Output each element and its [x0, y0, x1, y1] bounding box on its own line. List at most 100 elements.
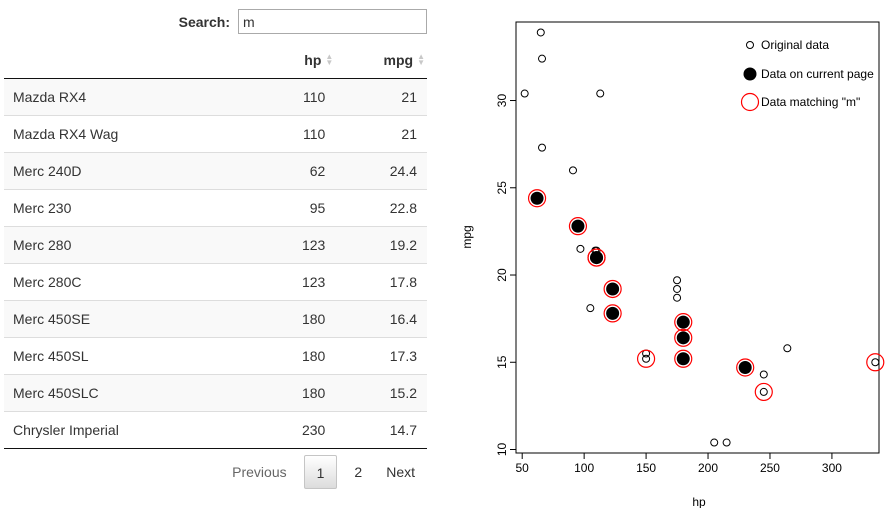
current-page-data-point: [676, 315, 690, 329]
table-row[interactable]: Merc 280C 123 17.8: [4, 263, 427, 301]
cell-name: Merc 230: [4, 189, 252, 227]
current-page-data-point: [676, 331, 690, 345]
matching-data-point: [674, 349, 693, 368]
cell-name: Merc 450SE: [4, 300, 252, 338]
cell-name: Chrysler Imperial: [4, 411, 252, 449]
cell-hp: 62: [251, 152, 336, 190]
original-data-point: [596, 89, 605, 98]
column-header-hp[interactable]: hp ▲ ▼: [251, 42, 336, 79]
sort-icon: ▲ ▼: [417, 52, 425, 67]
search-label: Search:: [178, 13, 230, 30]
table-row[interactable]: Chrysler Imperial 230 14.7: [4, 411, 427, 449]
cell-hp: 123: [251, 263, 336, 301]
table-row[interactable]: Mazda RX4 Wag 110 21: [4, 115, 427, 153]
original-data-point: [673, 284, 682, 293]
search-input[interactable]: [238, 9, 427, 34]
column-header-hp-label: hp: [304, 52, 322, 68]
original-data-point: [538, 54, 547, 63]
table-row[interactable]: Merc 450SL 180 17.3: [4, 337, 427, 375]
original-data-point: [673, 293, 682, 302]
original-data-point: [538, 143, 547, 152]
cell-mpg: 21: [401, 89, 417, 105]
matching-data-point: [736, 358, 755, 377]
cell-hp: 123: [251, 226, 336, 264]
y-tick-label: 10: [495, 443, 509, 457]
original-data-point: [642, 354, 651, 363]
original-data-point: [576, 244, 585, 253]
current-page-data-point: [571, 219, 585, 233]
original-data-point: [871, 358, 880, 367]
matching-data-point: [674, 328, 693, 347]
matching-data-point: [674, 313, 693, 332]
table-row[interactable]: Merc 240D 62 24.4: [4, 152, 427, 190]
y-tick-label: 25: [495, 181, 509, 195]
page-button-1[interactable]: 1: [303, 455, 338, 489]
x-tick-label: 150: [636, 461, 656, 475]
matching-data-point: [866, 353, 885, 372]
cell-hp: 180: [251, 300, 336, 338]
next-button[interactable]: Next: [386, 464, 415, 480]
legend-label-matching: Data matching "m": [761, 95, 860, 109]
original-data-point: [568, 166, 577, 175]
matching-data-point: [636, 349, 656, 368]
table-row[interactable]: Merc 230 95 22.8: [4, 189, 427, 227]
matching-data-point: [603, 279, 622, 299]
cell-name: Merc 240D: [4, 152, 252, 190]
matching-data-point: [587, 248, 606, 267]
table-row[interactable]: Merc 280 123 19.2: [4, 226, 427, 264]
cell-mpg: 17.8: [335, 263, 427, 301]
plot-marks: [520, 28, 885, 447]
current-page-data-point: [606, 306, 620, 320]
cell-name: Merc 280: [4, 226, 252, 264]
plot-frame: [515, 21, 880, 454]
cell-name: Merc 450SL: [4, 337, 252, 375]
original-data-point: [710, 438, 719, 447]
y-tick-label: 15: [495, 355, 509, 369]
legend-label-original: Original data: [761, 38, 829, 52]
y-tick-label: 20: [495, 268, 509, 282]
table-row[interactable]: Merc 450SLC 180 15.2: [4, 374, 427, 412]
x-tick-label: 200: [698, 461, 718, 475]
cell-name: Merc 280C: [4, 263, 252, 301]
original-data-point: [759, 387, 768, 396]
matching-data-point: [568, 217, 588, 236]
original-data-point: [536, 28, 545, 37]
x-axis: 50 100 150 200 250 300: [516, 452, 842, 475]
sort-icon: ▲ ▼: [325, 52, 334, 67]
legend-marker-matching: [740, 92, 760, 112]
current-page-data-point: [738, 360, 752, 374]
y-tick-label: 30: [495, 94, 509, 108]
table-row[interactable]: Merc 450SE 180 16.4: [4, 300, 427, 338]
matching-data-point: [527, 189, 547, 208]
column-header-mpg-label: mpg: [383, 52, 414, 68]
cell-mpg: 14.7: [335, 411, 427, 449]
table-header-row: hp ▲ ▼ mpg ▲ ▼: [4, 42, 427, 79]
column-header-mpg[interactable]: mpg ▲ ▼: [335, 42, 427, 79]
x-tick-label: 250: [760, 461, 780, 475]
y-axis: 10 15 20 25 30: [495, 94, 517, 457]
cell-hp: 110: [303, 89, 326, 105]
current-page-data-point: [590, 251, 604, 265]
cell-name: Mazda RX4: [13, 89, 87, 105]
current-page-data-point: [530, 191, 544, 205]
x-axis-label: hp: [692, 495, 706, 508]
search-bar: Search:: [179, 9, 427, 34]
matching-data-point: [754, 382, 773, 402]
column-header-name[interactable]: [4, 42, 252, 79]
cell-hp: 180: [251, 374, 336, 412]
cell-mpg: 16.4: [335, 300, 427, 338]
cell-mpg: 19.2: [335, 226, 427, 264]
cell-mpg: 22.8: [335, 189, 427, 227]
matching-data-point: [603, 304, 622, 323]
table-row[interactable]: Mazda RX4 110 21: [4, 78, 427, 116]
page-button-2[interactable]: 2: [354, 464, 363, 480]
cell-mpg: 24.4: [335, 152, 427, 190]
current-page-data-point: [676, 352, 690, 366]
original-data-point: [759, 370, 768, 379]
cell-mpg: 21: [335, 115, 427, 153]
current-page-data-point: [606, 282, 620, 296]
y-axis-label: mpg: [460, 225, 474, 248]
previous-button[interactable]: Previous: [232, 464, 287, 480]
